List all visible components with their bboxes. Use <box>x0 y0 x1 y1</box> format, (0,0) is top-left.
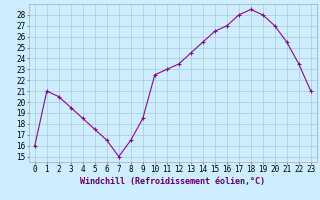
X-axis label: Windchill (Refroidissement éolien,°C): Windchill (Refroidissement éolien,°C) <box>80 177 265 186</box>
